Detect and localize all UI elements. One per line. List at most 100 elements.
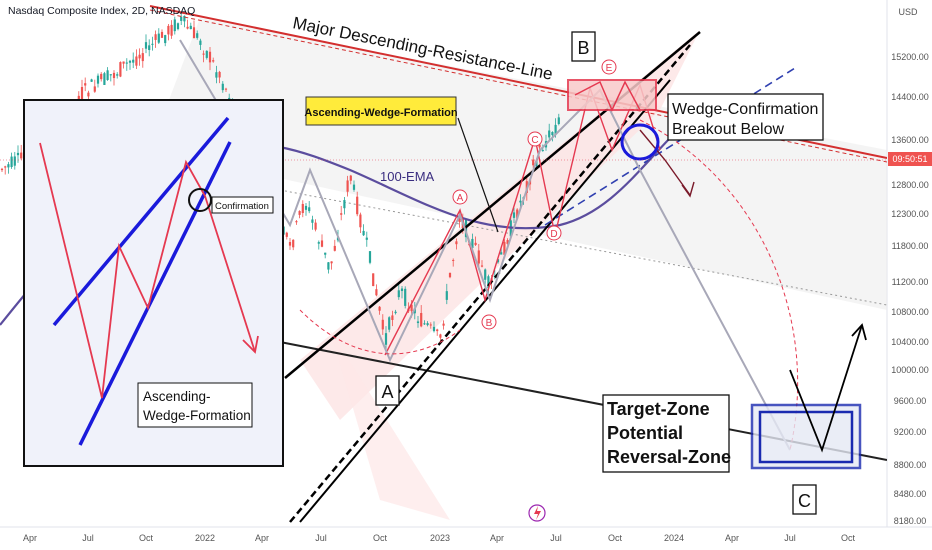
price-tick-label: 15200.00 xyxy=(891,52,929,62)
candle-body xyxy=(426,323,429,326)
current-price-tag xyxy=(888,152,932,166)
candle-body xyxy=(320,240,324,247)
candle-body xyxy=(218,71,221,78)
candle-body xyxy=(516,209,519,219)
candle-body xyxy=(538,144,541,148)
candle-body xyxy=(208,51,212,63)
candle-body xyxy=(103,73,106,85)
time-tick-label: 2023 xyxy=(430,533,450,543)
candle-body xyxy=(298,211,301,215)
candle-body xyxy=(471,238,474,249)
pivot-b-box xyxy=(571,31,596,62)
candle-body xyxy=(352,184,356,190)
candle-body xyxy=(183,15,186,22)
time-tick-label: Jul xyxy=(550,533,562,543)
inset-confirmation-circle xyxy=(188,188,212,212)
candle-body xyxy=(13,156,16,166)
candle-body xyxy=(224,88,228,90)
candle-body xyxy=(480,265,484,267)
candle-body xyxy=(119,62,122,77)
candle-body xyxy=(340,213,343,215)
target-label-box xyxy=(602,394,730,473)
inset-zigzag xyxy=(39,142,256,399)
candle-body xyxy=(477,250,480,264)
price-tick-label: 14400.00 xyxy=(891,92,929,102)
candle-body xyxy=(106,70,109,80)
price-tick-label: 8800.00 xyxy=(894,460,927,470)
candle-body xyxy=(365,237,368,240)
candle-body xyxy=(346,180,349,192)
candle-body xyxy=(205,50,208,58)
candle-body xyxy=(532,159,535,166)
candle-body xyxy=(362,230,365,236)
candle-body xyxy=(410,304,413,312)
candle-body xyxy=(420,312,423,327)
candle-body xyxy=(20,152,23,159)
candle-body xyxy=(132,59,135,63)
candle-body xyxy=(500,252,503,255)
candle-body xyxy=(343,200,346,209)
candle-body xyxy=(100,73,103,80)
tradingview-logo-icon xyxy=(528,504,546,522)
breakout-circle xyxy=(620,123,660,161)
candle-body xyxy=(324,252,327,255)
time-tick-label: Oct xyxy=(608,533,623,543)
candle-body xyxy=(381,319,384,330)
candle-body xyxy=(154,34,157,40)
time-tick-label: Jul xyxy=(82,533,94,543)
pivot-c-label: C xyxy=(798,491,811,511)
inset-arrowhead xyxy=(242,335,259,354)
candle-body xyxy=(439,334,442,338)
time-tick-label: Apr xyxy=(725,533,739,543)
candle-body xyxy=(308,207,311,212)
price-axis-panel xyxy=(887,0,932,550)
projection-arc xyxy=(639,119,799,451)
candle-body xyxy=(221,83,224,91)
price-tick-label: 12800.00 xyxy=(891,180,929,190)
candle-body xyxy=(429,324,432,326)
candle-body xyxy=(285,232,288,237)
candle-body xyxy=(7,164,10,168)
candle-body xyxy=(474,242,477,245)
candle-body xyxy=(557,117,560,125)
candle-body xyxy=(170,24,173,36)
candle-body xyxy=(327,262,330,270)
candle-body xyxy=(173,19,176,32)
candle-body xyxy=(512,212,516,218)
wedge-callout-text: Ascending-Wedge-Formation xyxy=(304,107,457,119)
candle-body xyxy=(189,25,192,30)
candle-body xyxy=(400,288,404,291)
wave-label-e: E xyxy=(606,63,613,74)
candle-body xyxy=(314,222,317,230)
wave-label-a: A xyxy=(457,193,464,204)
candle-body xyxy=(484,269,487,280)
wave-label-b: B xyxy=(486,318,493,329)
time-tick-label: Apr xyxy=(255,533,269,543)
candle-body xyxy=(551,132,554,136)
candle-body xyxy=(295,221,298,223)
time-tick-label: Oct xyxy=(373,533,388,543)
time-tick-label: Jul xyxy=(784,533,796,543)
candle-body xyxy=(292,239,295,248)
inset-confirmation-box xyxy=(211,196,274,214)
candle-body xyxy=(16,152,20,156)
ema-label: 100-EMA xyxy=(380,169,435,184)
confirmation-line-2: Breakout Below xyxy=(672,121,785,138)
candle-body xyxy=(503,241,506,255)
inset-upper-line xyxy=(52,116,230,327)
candle-body xyxy=(0,168,4,171)
candle-body xyxy=(519,200,522,203)
price-tick-label: 10400.00 xyxy=(891,337,929,347)
price-tick-label: 11800.00 xyxy=(892,241,929,251)
candle-body xyxy=(84,83,87,86)
time-tick-label: Oct xyxy=(841,533,856,543)
price-tick-label: 13600.00 xyxy=(891,135,929,145)
candle-body xyxy=(368,251,372,263)
breakdown-arrowhead xyxy=(681,181,695,198)
price-axis: 15200.00 14400.00 13600.00 12800.00 12300.00… xyxy=(891,52,929,526)
price-tick-label: 12300.00 xyxy=(891,209,929,219)
time-tick-label: 2022 xyxy=(195,533,215,543)
candle-body xyxy=(10,156,13,168)
resistance-channel-shade xyxy=(150,18,887,310)
